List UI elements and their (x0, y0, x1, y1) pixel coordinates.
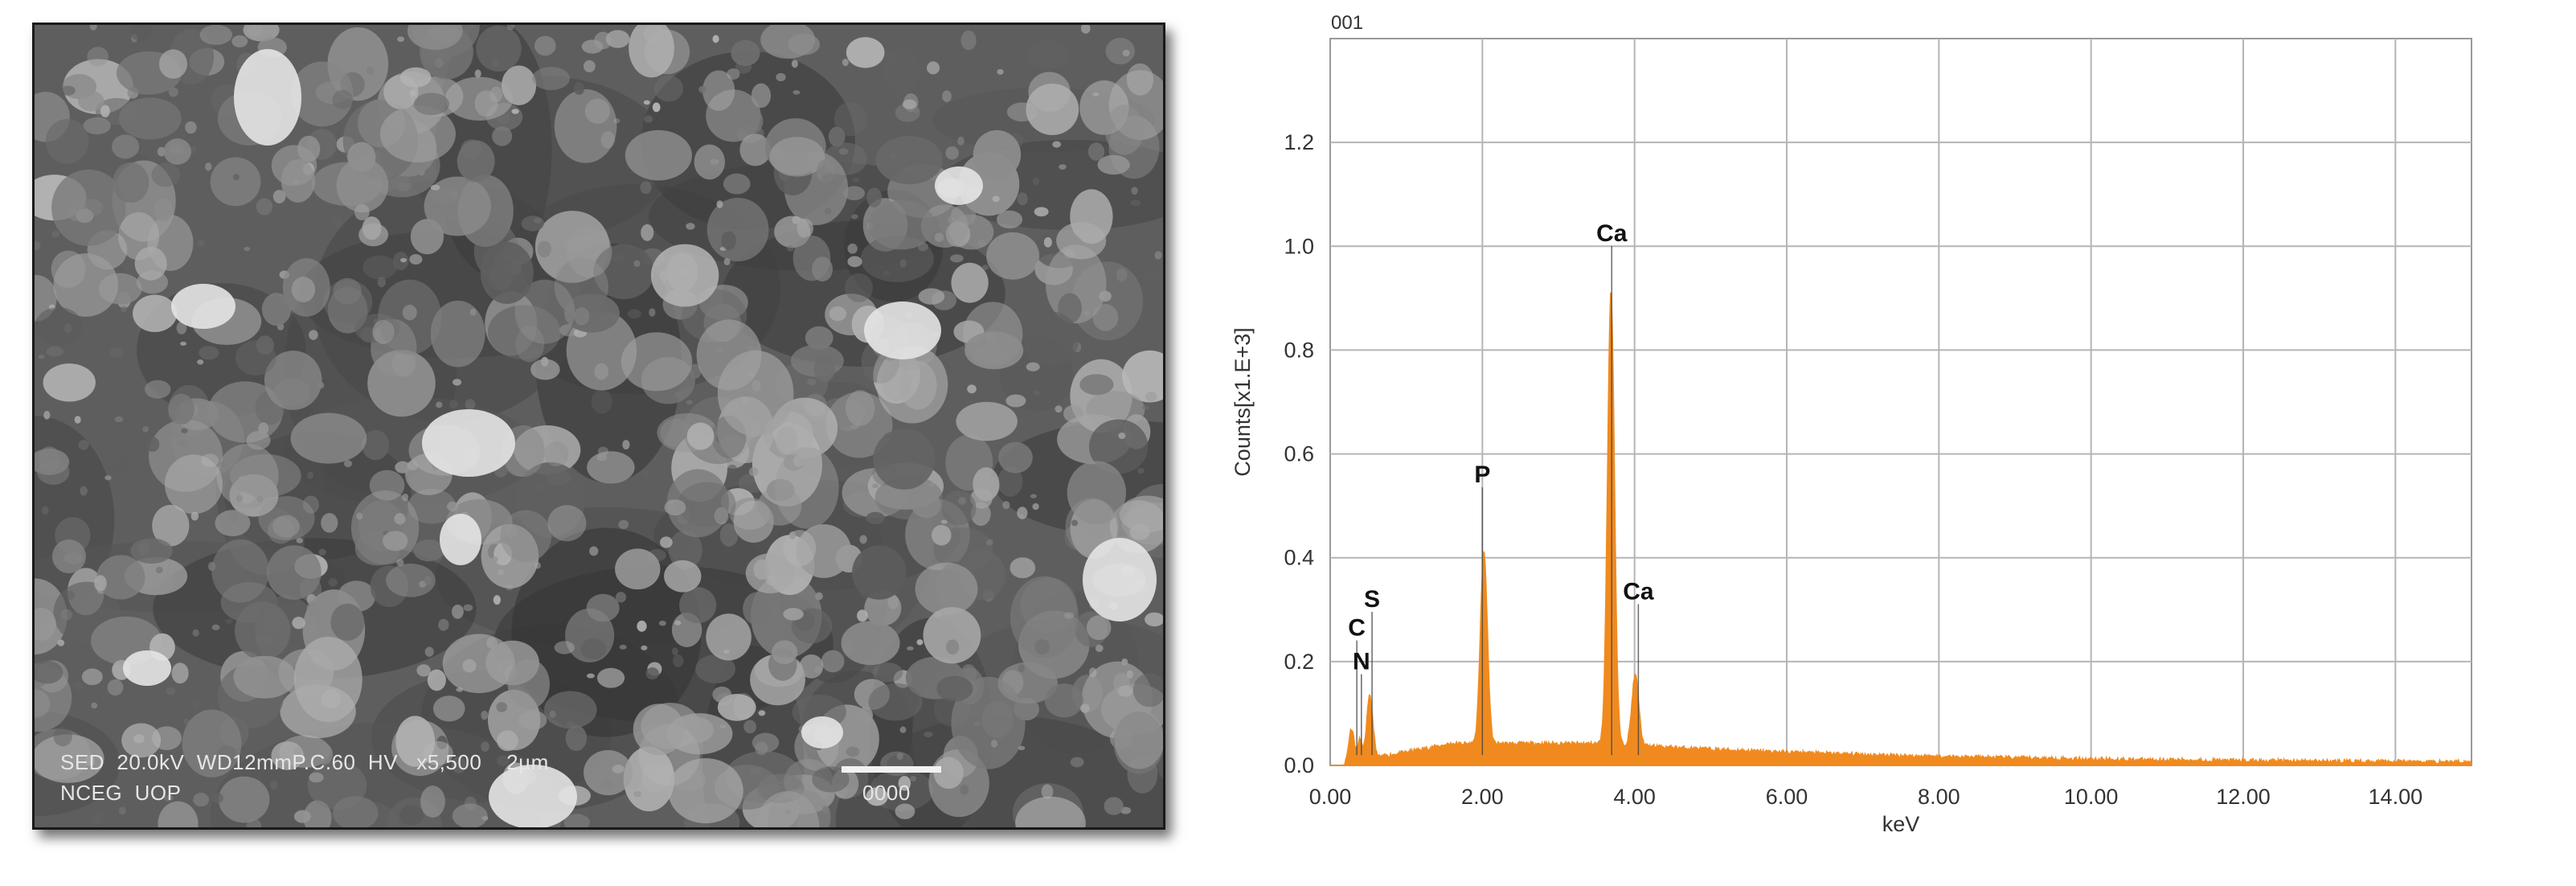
sem-info-line2: NCEG UOP (60, 781, 182, 805)
peak-point (1358, 744, 1361, 746)
peak-point (1634, 694, 1636, 696)
plot-area-frame (1329, 38, 2472, 766)
y-tick-label: 0.2 (1284, 650, 1314, 674)
sem-info-line1: SED 20.0kV WD12mmP.C.60 HV x5,500 2µm (60, 750, 549, 774)
peak-label: C (1348, 615, 1366, 642)
spectrum-fill (1330, 292, 2472, 767)
y-axis-label: Counts[x1.E+3] (1231, 327, 1255, 476)
y-tick-label: 1.0 (1284, 234, 1314, 258)
x-tick-label: 4.00 (1613, 785, 1656, 809)
x-tick-label: 10.00 (2064, 785, 2119, 809)
x-tick-label: 6.00 (1766, 785, 1808, 809)
y-tick-label: 0.6 (1284, 442, 1314, 466)
y-tick-label: 1.2 (1284, 130, 1314, 154)
x-tick-label: 14.00 (2369, 785, 2423, 809)
peak-label: Ca (1623, 578, 1654, 605)
peak-point (1369, 702, 1371, 704)
y-tick-label: 0.0 (1284, 753, 1314, 777)
peak-annotations: CN S P Ca Ca (1348, 220, 1654, 756)
peak-point (1483, 572, 1485, 575)
grid-lines (1329, 38, 2472, 766)
peak-label: N (1353, 649, 1370, 675)
eds-spectrum-chart: 001 Counts[x1.E+3] keV 0.00 2.00 4.00 6.00 8… (1231, 12, 2472, 836)
x-tick-label: 0.00 (1309, 785, 1352, 809)
scale-id: 0000 (862, 781, 911, 805)
peak-label: Ca (1596, 220, 1628, 247)
y-tick-label: 0.4 (1284, 546, 1314, 570)
y-tick-label: 0.8 (1284, 338, 1314, 362)
axis-ticks: 0.00 2.00 4.00 6.00 8.00 10.00 12.00 14.00 0.0 0.… (1284, 130, 2422, 809)
peak-label: S (1364, 586, 1380, 613)
peak-label: P (1474, 461, 1490, 488)
x-axis-label: keV (1882, 812, 1920, 836)
scale-bar (842, 766, 941, 773)
sem-micrograph: SED 20.0kV WD12mmP.C.60 HV x5,500 2µm NC… (32, 23, 1165, 830)
chart-title: 001 (1331, 12, 1363, 34)
x-tick-label: 8.00 (1918, 785, 1960, 809)
x-tick-label: 12.00 (2216, 785, 2271, 809)
x-tick-label: 2.00 (1461, 785, 1504, 809)
sem-image-texture (35, 25, 1163, 827)
peak-point (1350, 731, 1353, 733)
